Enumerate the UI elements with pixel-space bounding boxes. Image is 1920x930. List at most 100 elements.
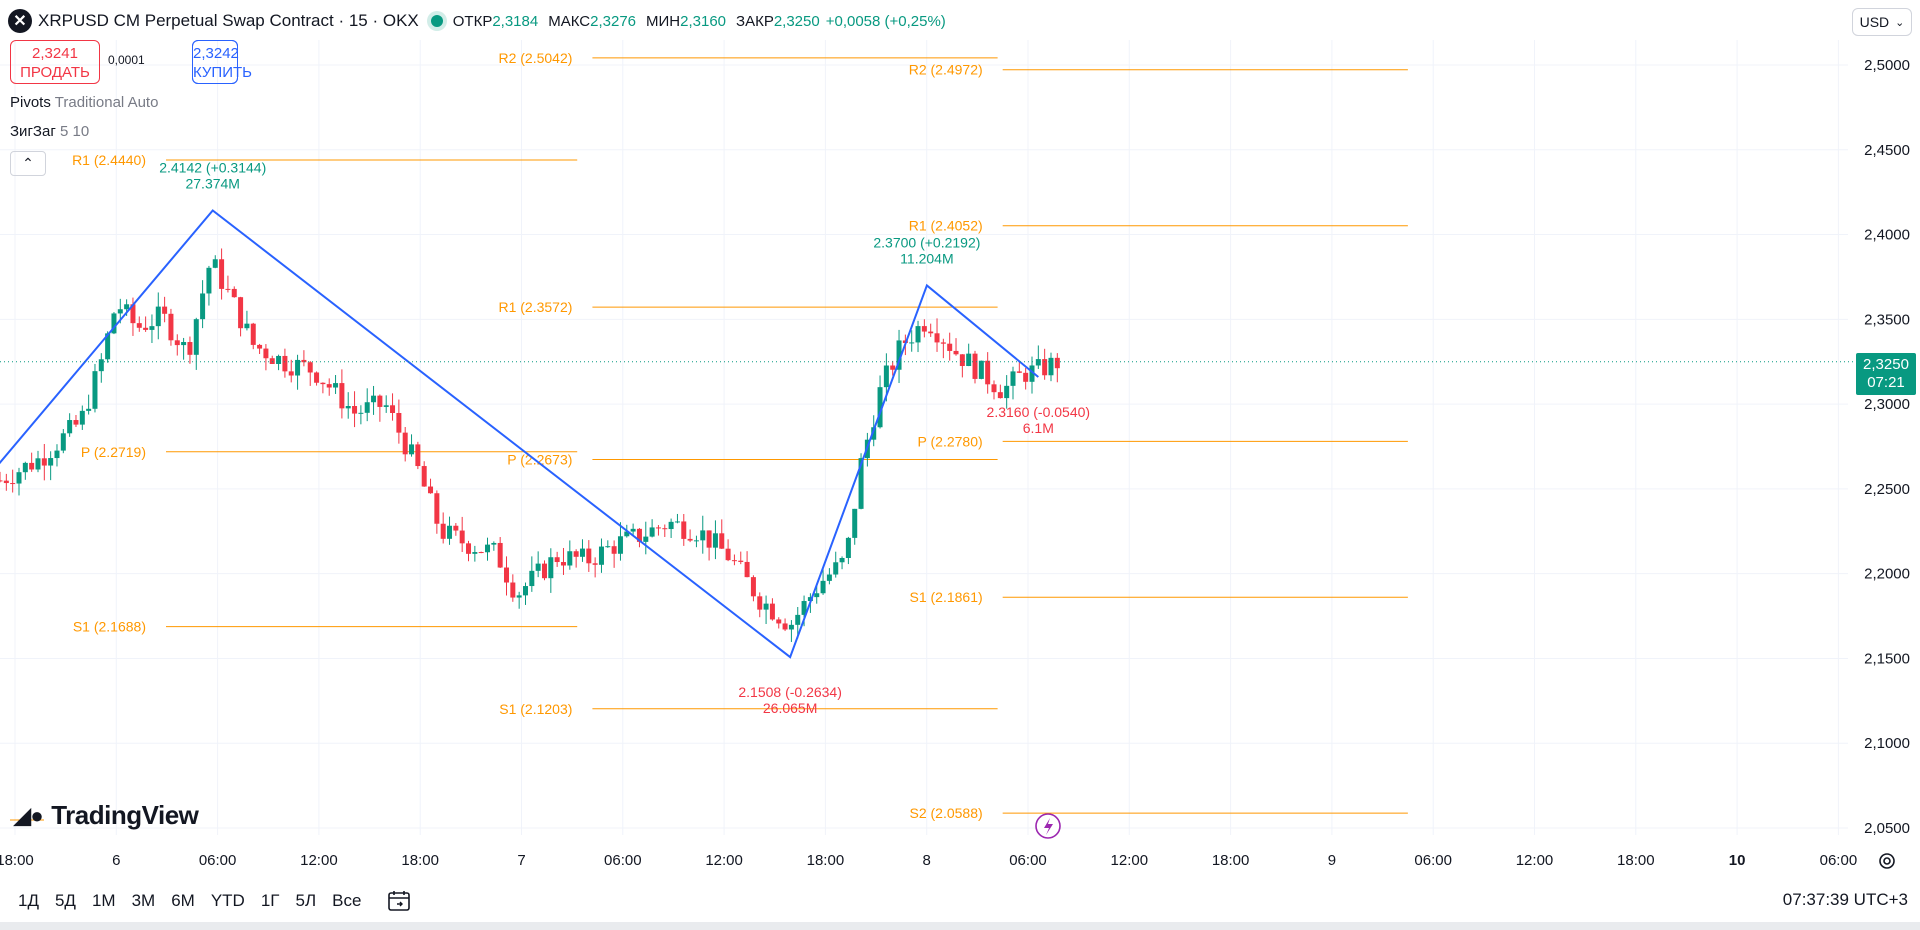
x-tick-label: 18:00 (1617, 852, 1655, 869)
candle-body (206, 267, 212, 294)
y-tick-label: 2,0500 (1864, 820, 1910, 837)
range-6m[interactable]: 6М (171, 891, 195, 910)
x-tick-label: 06:00 (604, 852, 642, 869)
candle-body (168, 313, 174, 341)
candle-body (744, 561, 750, 578)
candle-body (409, 444, 415, 455)
candle-body (22, 462, 28, 473)
candle-body (98, 359, 104, 372)
y-tick-label: 2,2500 (1864, 481, 1910, 498)
candle-body (750, 577, 756, 597)
candle-body (60, 433, 66, 451)
range-ytd[interactable]: YTD (210, 891, 245, 910)
candle-body (41, 458, 47, 466)
x-tick-label: 06:00 (1414, 852, 1452, 869)
candle-body (320, 382, 326, 385)
symbol-title[interactable]: XRPUSD CM Perpetual Swap Contract · 15 ·… (38, 11, 419, 30)
y-tick-label: 2,4500 (1864, 142, 1910, 159)
range-1y[interactable]: 1Г (260, 891, 280, 910)
candle-body (1035, 359, 1041, 366)
candle-body (301, 359, 307, 363)
tradingview-logo[interactable]: ◢● TradingView (14, 800, 199, 831)
range-all[interactable]: Все (332, 891, 362, 910)
zigzag-name: ЗигЗаг (10, 123, 56, 140)
candle-body (529, 570, 535, 587)
candle-body (130, 304, 136, 324)
footer-strip (0, 922, 1920, 930)
candle-body (991, 384, 997, 393)
candle-body (883, 365, 889, 388)
candle-body (1004, 385, 1010, 399)
market-open-status-icon (430, 15, 443, 27)
candle-body (1048, 357, 1054, 376)
range-3m[interactable]: 3М (131, 891, 156, 910)
candle-body (966, 353, 972, 367)
sell-price: 2,3241 (32, 45, 78, 62)
range-1m[interactable]: 1М (91, 891, 116, 910)
candle-body (725, 548, 731, 561)
logo-text: TradingView (51, 800, 199, 830)
range-5y[interactable]: 5Л (295, 891, 317, 910)
pivot-level-label: R2 (2.4972) (909, 62, 983, 78)
zigzag-pivot-label: 2.3700 (+0.2192) (873, 234, 980, 250)
pivots-legend[interactable]: Pivots Traditional Auto (10, 94, 158, 111)
candle-body (877, 387, 883, 428)
candle-body (358, 412, 364, 414)
calendar-goto-icon[interactable] (387, 890, 413, 912)
candle-body (928, 331, 934, 334)
candle-body (636, 528, 642, 542)
pivot-level-label: R2 (2.5042) (498, 50, 572, 66)
candle-body (231, 288, 237, 298)
candle-body (257, 344, 263, 349)
x-tick-label: 8 (923, 852, 931, 869)
candle-body (845, 537, 851, 558)
currency-select[interactable]: USD ⌄ (1852, 8, 1912, 36)
candle-body (510, 582, 516, 598)
x-tick-label: 12:00 (1516, 852, 1554, 869)
candle-body (472, 552, 478, 554)
candle-body (162, 306, 168, 314)
zigzag-params: 5 10 (59, 123, 90, 140)
candle-body (10, 483, 16, 485)
candle-body (788, 624, 794, 630)
candle-body (282, 355, 288, 372)
candle-body (516, 595, 522, 598)
candle-body (934, 333, 940, 343)
y-tick-label: 2,1500 (1864, 650, 1910, 667)
range-5d[interactable]: 5Д (54, 891, 76, 910)
y-tick-label: 2,4000 (1864, 227, 1910, 244)
spread-value: 0,0001 (108, 53, 145, 67)
candle-body (573, 551, 579, 557)
x-tick-label: 12:00 (1111, 852, 1149, 869)
candle-body (333, 383, 339, 388)
candle-body (155, 306, 161, 327)
buy-button-box[interactable]: 2,3242 КУПИТЬ (192, 40, 253, 84)
candle-body (288, 371, 294, 376)
candle-body (541, 563, 547, 579)
zigzag-pivot-label: 2.4142 (+0.3144) (159, 159, 266, 175)
low-value: 2,3160 (680, 12, 727, 30)
zigzag-volume-label: 26.065M (763, 700, 817, 716)
candle-body (187, 342, 193, 355)
candle-body (314, 372, 320, 383)
pivots-name: Pivots (10, 94, 51, 111)
candle-body (769, 603, 775, 620)
candle-body (1023, 372, 1029, 382)
axis-settings-icon[interactable] (1876, 850, 1898, 872)
x-tick-label: 12:00 (300, 852, 338, 869)
candle-body (415, 444, 421, 467)
candle-body (522, 586, 528, 596)
buy-label: КУПИТЬ (193, 64, 253, 81)
candle-body (29, 462, 35, 470)
sell-button[interactable]: 2,3241 ПРОДАТЬ (10, 40, 100, 84)
zigzag-legend[interactable]: ЗигЗаг 5 10 (10, 123, 89, 140)
candle-body (757, 596, 763, 610)
candle-body (940, 342, 946, 344)
range-1d[interactable]: 1Д (18, 891, 39, 910)
candle-body (839, 557, 845, 563)
candle-body (598, 546, 604, 565)
candle-body (706, 530, 712, 548)
collapse-legend-button[interactable]: ⌃ (10, 151, 46, 176)
clock-timezone[interactable]: 07:37:39 UTC+3 (1782, 890, 1908, 909)
